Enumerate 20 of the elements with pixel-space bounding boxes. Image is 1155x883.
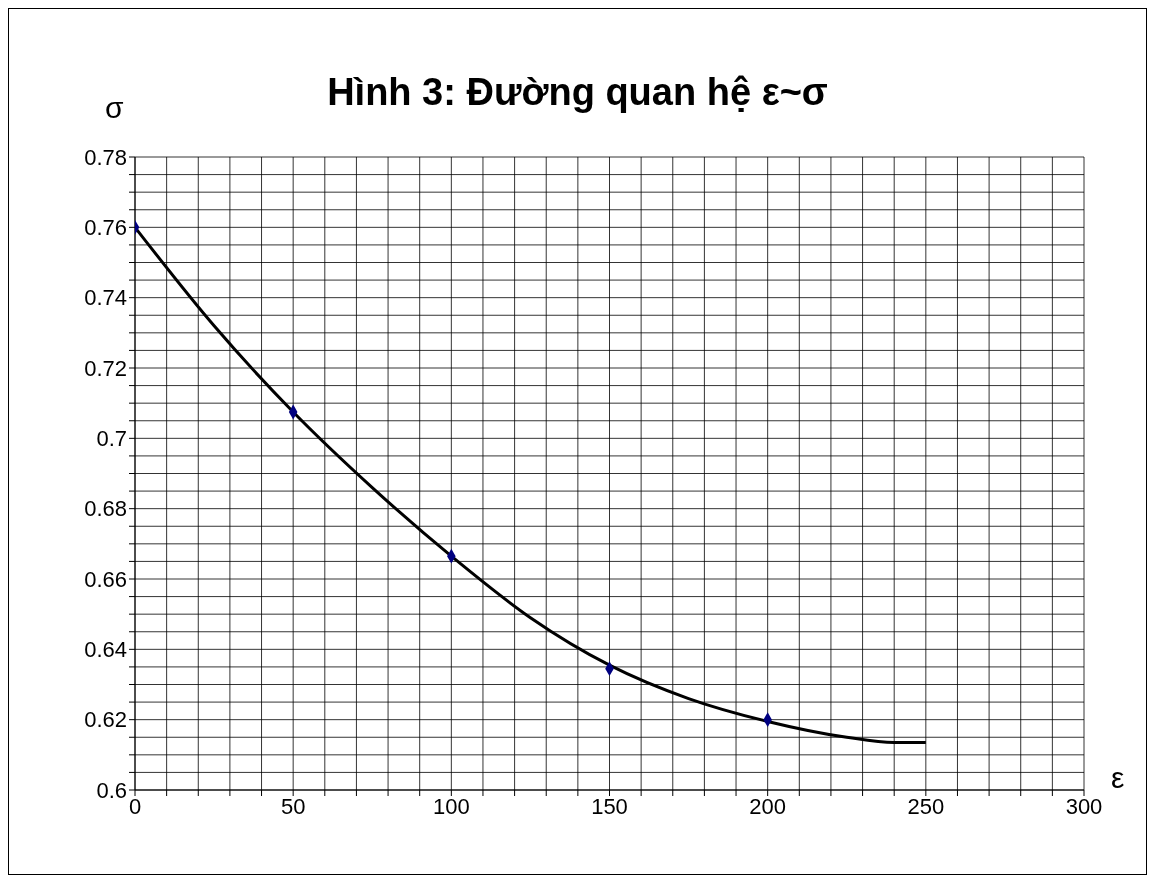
x-tick-label: 0 [128, 793, 142, 819]
x-tick-label: 300 [1065, 793, 1103, 819]
y-tick-label: 0.74 [84, 285, 127, 311]
x-tick-label: 100 [432, 793, 470, 819]
x-tick-label: 150 [591, 793, 628, 819]
x-axis-title: ε [1111, 761, 1125, 795]
x-tick-label: 250 [907, 793, 945, 819]
y-tick-label: 0.64 [84, 637, 127, 663]
y-axis-title: σ [105, 91, 124, 125]
x-tick-label: 200 [749, 793, 787, 819]
y-tick-label: 0.62 [84, 707, 127, 733]
y-tick-label: 0.76 [84, 215, 127, 241]
x-tick-label: 50 [280, 793, 306, 819]
y-tick-label: 0.72 [84, 355, 127, 381]
y-tick-label: 0.68 [84, 496, 127, 522]
y-tick-label: 0.66 [84, 566, 127, 592]
y-tick-label: 0.6 [96, 777, 127, 803]
y-tick-label: 0.78 [84, 144, 127, 170]
chart-title: Hình 3: Đường quan hệ ε~σ [327, 71, 828, 113]
y-tick-label: 0.7 [96, 426, 127, 452]
